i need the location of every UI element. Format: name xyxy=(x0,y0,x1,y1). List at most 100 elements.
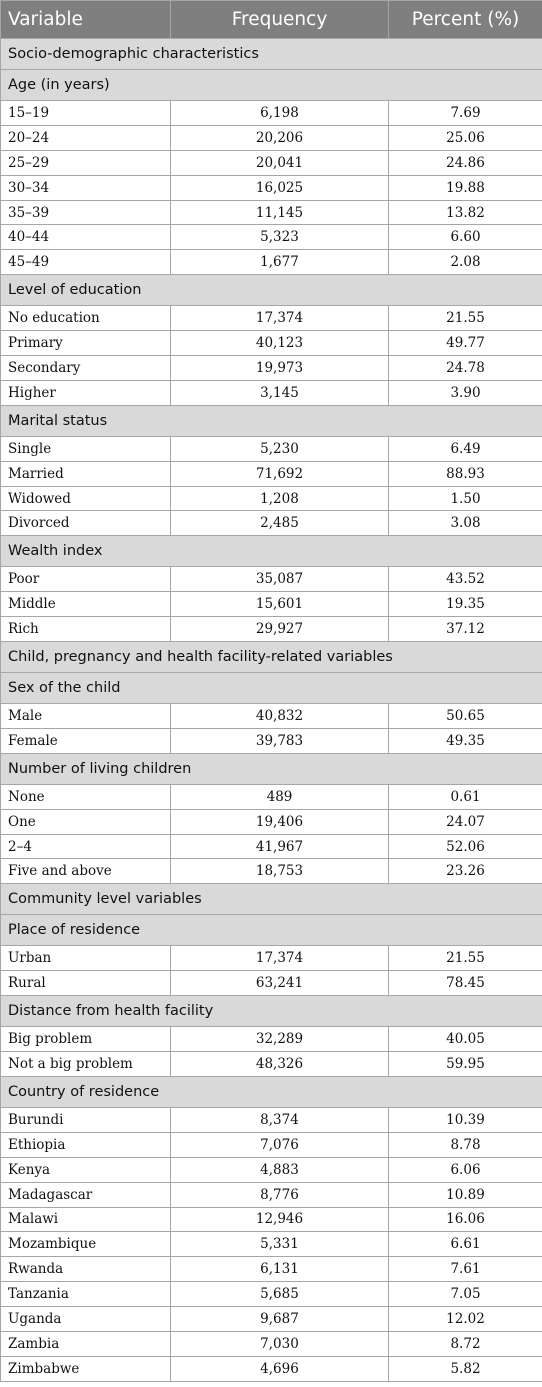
frequency-cell: 5,323 xyxy=(170,224,389,251)
percent-cell: 10.89 xyxy=(388,1181,542,1208)
table-row: Five and above 18,753 23.26 xyxy=(0,858,542,885)
variable-cell: Single xyxy=(0,435,171,462)
frequency-cell: 9,687 xyxy=(170,1306,389,1332)
table-row: Rural 63,241 78.45 xyxy=(0,970,542,997)
table-row: Not a big problem 48,326 59.95 xyxy=(0,1051,542,1077)
frequency-cell: 32,289 xyxy=(170,1026,389,1053)
frequency-cell: 5,230 xyxy=(170,435,389,462)
table-row: Tanzania 5,685 7.05 xyxy=(0,1281,542,1308)
table-row: Female 39,783 49.35 xyxy=(0,727,542,754)
group-header-row: Marital status xyxy=(0,404,542,437)
variable-cell: One xyxy=(0,808,171,835)
frequency-cell: 19,973 xyxy=(170,355,389,381)
variable-cell: Middle xyxy=(0,591,171,618)
variable-cell: Zimbabwe xyxy=(0,1355,171,1382)
variable-cell: Burundi xyxy=(0,1106,171,1133)
section-header-row: Socio-demographic characteristics xyxy=(0,38,542,70)
group-label: Sex of the child xyxy=(0,672,542,705)
frequency-cell: 11,145 xyxy=(170,199,389,226)
percent-cell: 16.06 xyxy=(388,1206,542,1233)
variable-cell: Rwanda xyxy=(0,1256,171,1283)
table-row: 40–44 5,323 6.60 xyxy=(0,224,542,251)
variable-cell: 30–34 xyxy=(0,174,171,201)
variable-cell: No education xyxy=(0,305,171,332)
percent-cell: 25.06 xyxy=(388,124,542,151)
frequency-cell: 6,198 xyxy=(170,100,389,126)
table-row: No education 17,374 21.55 xyxy=(0,305,542,332)
table-row: Uganda 9,687 12.02 xyxy=(0,1306,542,1332)
frequency-cell: 29,927 xyxy=(170,616,389,643)
frequency-cell: 8,374 xyxy=(170,1106,389,1133)
variable-cell: Higher xyxy=(0,379,171,406)
table-row: Secondary 19,973 24.78 xyxy=(0,355,542,381)
percent-cell: 13.82 xyxy=(388,199,542,226)
table-row: 2–4 41,967 52.06 xyxy=(0,833,542,860)
variable-cell: Not a big problem xyxy=(0,1051,171,1077)
table-row: 45–49 1,677 2.08 xyxy=(0,249,542,276)
variable-cell: None xyxy=(0,783,171,810)
percent-cell: 6.60 xyxy=(388,224,542,251)
section-label: Socio-demographic characteristics xyxy=(0,38,542,70)
section-header-row: Community level variables xyxy=(0,883,542,916)
percent-cell: 7.61 xyxy=(388,1256,542,1283)
variable-cell: Uganda xyxy=(0,1306,171,1332)
variable-cell: Rural xyxy=(0,970,171,997)
group-header-row: Level of education xyxy=(0,274,542,307)
percent-cell: 59.95 xyxy=(388,1051,542,1077)
frequency-cell: 17,374 xyxy=(170,305,389,332)
frequency-cell: 18,753 xyxy=(170,858,389,885)
variable-cell: 45–49 xyxy=(0,249,171,276)
table-row: 20–24 20,206 25.06 xyxy=(0,124,542,151)
frequency-cell: 6,131 xyxy=(170,1256,389,1283)
variable-cell: Male xyxy=(0,703,171,729)
percent-cell: 23.26 xyxy=(388,858,542,885)
frequency-cell: 8,776 xyxy=(170,1181,389,1208)
percent-cell: 88.93 xyxy=(388,460,542,487)
group-header-row: Distance from health facility xyxy=(0,995,542,1028)
group-label: Level of education xyxy=(0,274,542,307)
section-label: Child, pregnancy and health facility-rel… xyxy=(0,641,542,674)
group-label: Distance from health facility xyxy=(0,995,542,1028)
frequency-cell: 35,087 xyxy=(170,566,389,593)
variable-cell: Ethiopia xyxy=(0,1131,171,1158)
table-row: One 19,406 24.07 xyxy=(0,808,542,835)
table-row: Zambia 7,030 8.72 xyxy=(0,1330,542,1357)
percent-cell: 6.61 xyxy=(388,1231,542,1258)
group-label: Marital status xyxy=(0,404,542,437)
percent-cell: 19.35 xyxy=(388,591,542,618)
variable-cell: Zambia xyxy=(0,1330,171,1357)
frequency-cell: 7,076 xyxy=(170,1131,389,1158)
variable-cell: Malawi xyxy=(0,1206,171,1233)
percent-cell: 24.07 xyxy=(388,808,542,835)
frequency-cell: 2,485 xyxy=(170,510,389,537)
table-row: Urban 17,374 21.55 xyxy=(0,945,542,972)
percent-cell: 10.39 xyxy=(388,1106,542,1133)
table-row: Divorced 2,485 3.08 xyxy=(0,510,542,537)
table-row: 15–19 6,198 7.69 xyxy=(0,100,542,126)
variable-cell: 20–24 xyxy=(0,124,171,151)
frequency-cell: 15,601 xyxy=(170,591,389,618)
table-row: Primary 40,123 49.77 xyxy=(0,330,542,357)
variable-cell: Primary xyxy=(0,330,171,357)
percent-cell: 52.06 xyxy=(388,833,542,860)
variable-cell: Madagascar xyxy=(0,1181,171,1208)
group-label: Place of residence xyxy=(0,914,542,947)
table-row: Rich 29,927 37.12 xyxy=(0,616,542,643)
percent-cell: 8.72 xyxy=(388,1330,542,1357)
frequency-cell: 39,783 xyxy=(170,727,389,754)
table-row: Ethiopia 7,076 8.78 xyxy=(0,1131,542,1158)
variable-cell: Female xyxy=(0,727,171,754)
header-row: Variable Frequency Percent (%) xyxy=(0,0,542,39)
variable-cell: 25–29 xyxy=(0,149,171,176)
table-row: 25–29 20,041 24.86 xyxy=(0,149,542,176)
variable-cell: Tanzania xyxy=(0,1281,171,1308)
frequency-cell: 16,025 xyxy=(170,174,389,201)
variable-cell: Big problem xyxy=(0,1026,171,1053)
frequency-cell: 20,206 xyxy=(170,124,389,151)
variable-cell: Married xyxy=(0,460,171,487)
group-header-row: Number of living children xyxy=(0,752,542,785)
table-row: Widowed 1,208 1.50 xyxy=(0,485,542,512)
group-label: Wealth index xyxy=(0,535,542,568)
group-label: Age (in years) xyxy=(0,69,542,101)
percent-cell: 2.08 xyxy=(388,249,542,276)
